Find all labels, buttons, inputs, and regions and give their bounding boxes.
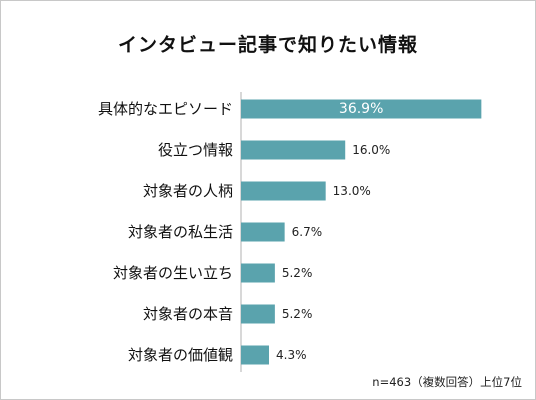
category-label: 対象者の価値観 <box>128 346 233 364</box>
category-label: 役立つ情報 <box>158 141 233 159</box>
category-label: 対象者の人柄 <box>143 182 233 200</box>
bar <box>241 181 326 201</box>
bar <box>241 345 270 365</box>
bar <box>241 99 482 119</box>
category-label: 対象者の生い立ち <box>113 264 233 282</box>
chart-title: インタビュー記事で知りたい情報 <box>117 34 418 56</box>
value-label: 5.2% <box>282 307 313 321</box>
bars-layer: 具体的なエピソード 36.9% 役立つ情報 16.0% 対象者の人柄 13.0% 対象者の私… <box>98 99 482 365</box>
value-label: 36.9% <box>339 101 383 117</box>
category-label: 対象者の本音 <box>143 305 233 323</box>
bar <box>241 304 275 324</box>
sample-note: n=463（複数回答）上位7位 <box>372 375 522 389</box>
value-label: 4.3% <box>276 348 307 362</box>
value-label: 16.0% <box>352 143 390 157</box>
bar <box>241 140 346 160</box>
value-label: 13.0% <box>333 184 371 198</box>
category-label: 対象者の私生活 <box>128 223 233 241</box>
value-label: 6.7% <box>292 225 323 239</box>
category-label: 具体的なエピソード <box>98 100 233 118</box>
value-label: 5.2% <box>282 266 313 280</box>
bar <box>241 263 275 283</box>
bar <box>241 222 285 242</box>
